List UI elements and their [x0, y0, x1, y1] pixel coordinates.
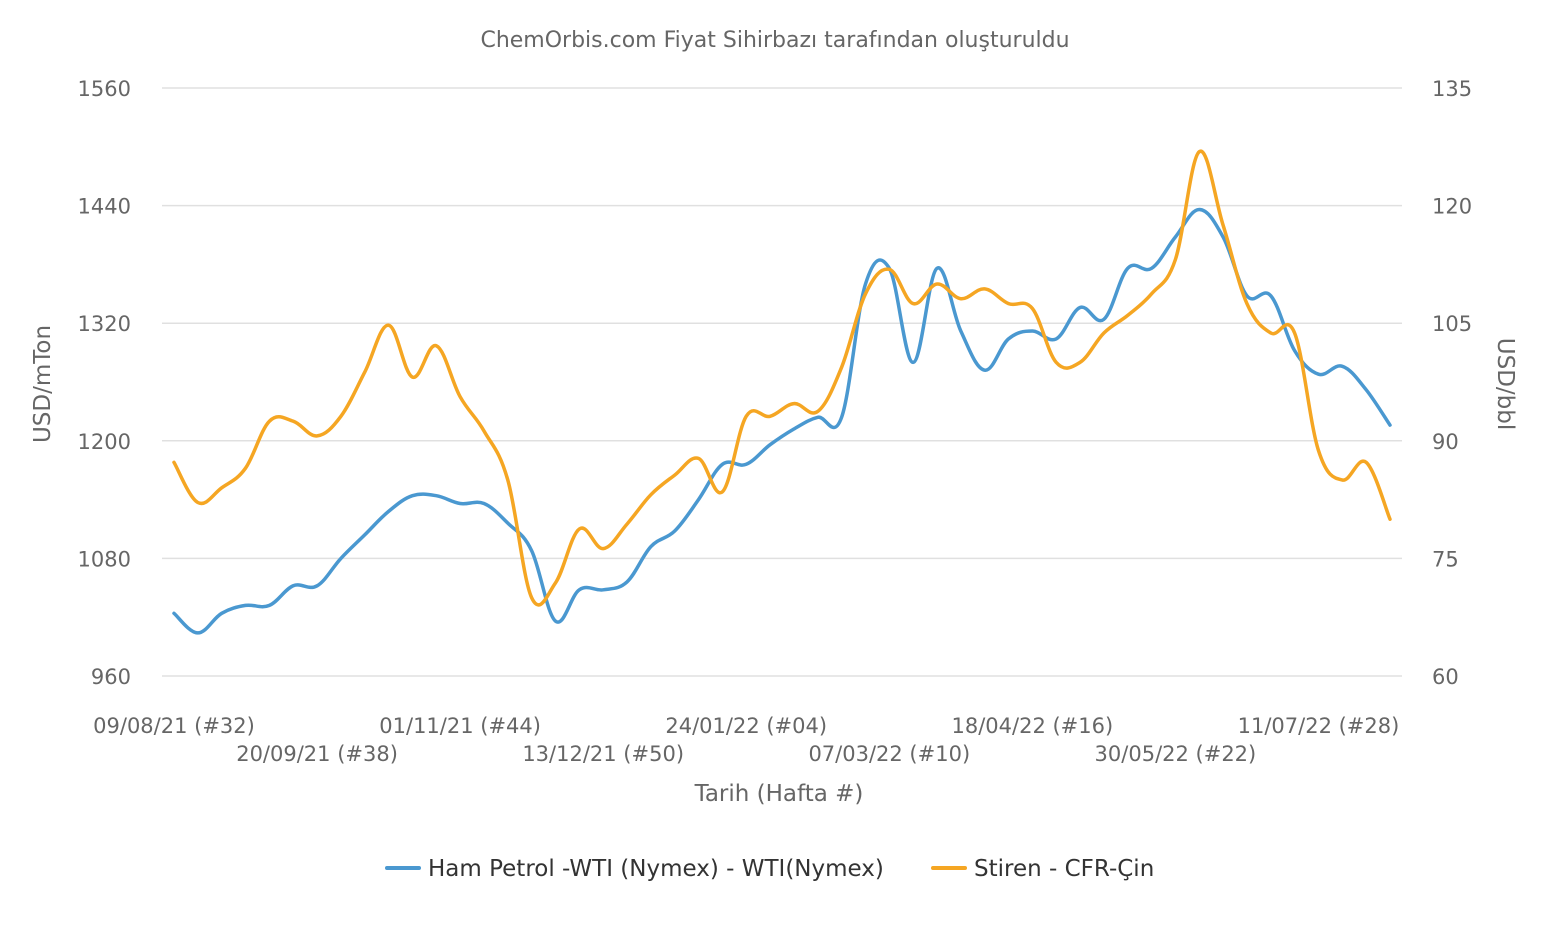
right-tick-label: 75	[1432, 547, 1459, 571]
left-tick-label: 1320	[78, 312, 131, 336]
x-axis-title: Tarih (Hafta #)	[694, 781, 864, 807]
right-tick-label: 105	[1432, 312, 1472, 336]
left-axis-ticks: 960 1080 1200 1320 1440 1560	[78, 77, 131, 689]
gridlines	[162, 87, 1402, 677]
right-tick-label: 120	[1432, 195, 1472, 219]
left-tick-label: 960	[91, 665, 131, 689]
legend: Ham Petrol -WTI (Nymex) - WTI(Nymex) Stir…	[385, 856, 1154, 882]
x-tick-label: 09/08/21 (#32)	[93, 714, 255, 738]
left-tick-label: 1440	[78, 195, 131, 219]
right-axis-title: USD/bbl	[1492, 338, 1518, 430]
left-tick-label: 1560	[78, 77, 131, 101]
series-line-2	[172, 149, 1392, 607]
x-tick-label: 18/04/22 (#16)	[952, 714, 1114, 738]
x-tick-label: 30/05/22 (#22)	[1095, 742, 1257, 766]
legend-label: Ham Petrol -WTI (Nymex) - WTI(Nymex)	[428, 856, 884, 882]
series-line-1	[172, 207, 1392, 635]
x-axis-ticks: 09/08/21 (#32) 20/09/21 (#38) 01/11/21 (#4…	[93, 714, 1399, 766]
x-tick-label: 07/03/22 (#10)	[808, 742, 970, 766]
right-tick-label: 60	[1432, 665, 1459, 689]
left-tick-label: 1080	[78, 547, 131, 571]
x-tick-label: 01/11/21 (#44)	[379, 714, 541, 738]
x-tick-label: 11/07/22 (#28)	[1238, 714, 1400, 738]
x-tick-label: 20/09/21 (#38)	[236, 742, 398, 766]
x-tick-label: 13/12/21 (#50)	[522, 742, 684, 766]
right-axis-ticks: 60 75 90 105 120 135	[1432, 77, 1472, 689]
left-axis-title: USD/mTon	[30, 325, 56, 443]
left-tick-label: 1200	[78, 430, 131, 454]
legend-label: Stiren - CFR-Çin	[974, 856, 1154, 882]
right-tick-label: 90	[1432, 430, 1459, 454]
series-lines	[172, 149, 1392, 635]
x-tick-label: 24/01/22 (#04)	[665, 714, 827, 738]
chart-title: ChemOrbis.com Fiyat Sihirbazı tarafından…	[480, 28, 1069, 53]
right-tick-label: 135	[1432, 77, 1472, 101]
